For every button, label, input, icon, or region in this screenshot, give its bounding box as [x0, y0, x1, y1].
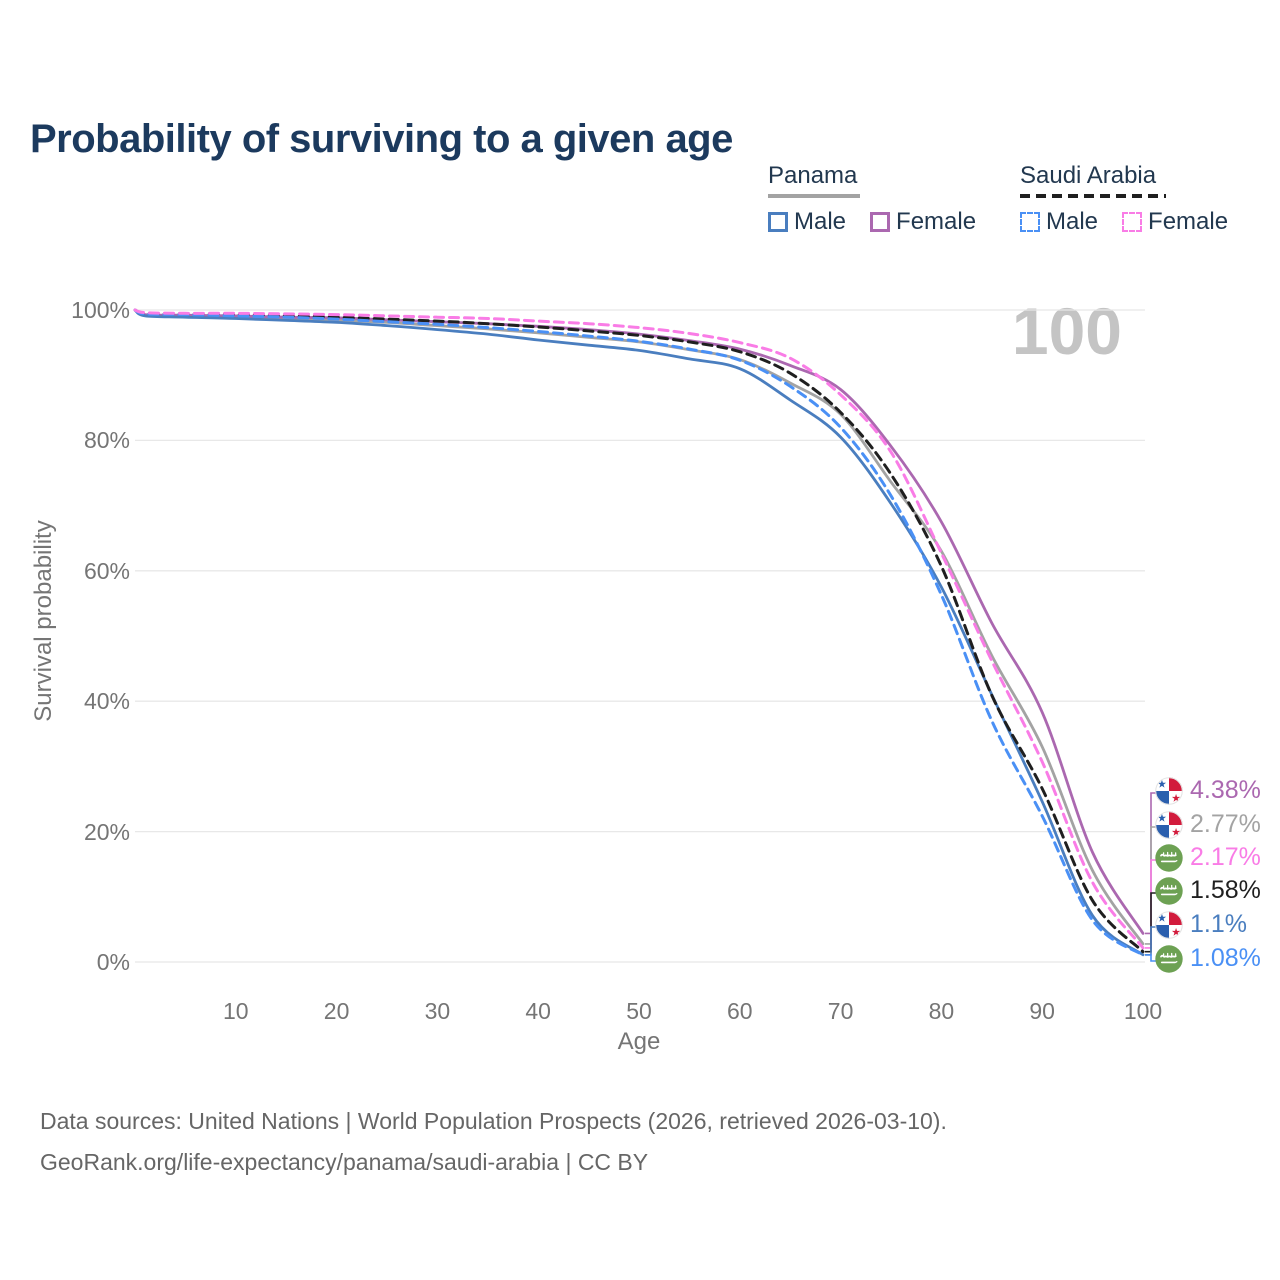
end-label-panama-total: 2.77% [1155, 810, 1261, 839]
legend-group-panama: Panama Male Female [768, 162, 976, 236]
legend-item-label: Male [1046, 208, 1099, 235]
legend-item-saudi-male[interactable]: Male [1020, 208, 1098, 236]
line-saudi-total[interactable] [133, 308, 1145, 954]
legend-header-saudi-arabia: Saudi Arabia [1020, 162, 1157, 189]
leader-saudi-male [1145, 954, 1157, 962]
saudi-arabia-flag-icon [1155, 876, 1183, 905]
panama-male-swatch-icon [768, 212, 788, 232]
legend-item-panama-female[interactable]: Female [870, 208, 976, 236]
footer-attribution-link: GeoRank.org/life-expectancy/panama/saudi… [40, 1149, 649, 1175]
legend-item-saudi-female[interactable]: Female [1122, 208, 1228, 236]
legend-item-label: Male [794, 208, 847, 235]
saudi-arabia-flag-icon [1155, 944, 1183, 973]
footer-data-sources: Data sources: United Nations | World Pop… [40, 1108, 947, 1134]
saudi-arabia-flag-icon [1155, 843, 1183, 872]
panama-flag-icon [1155, 776, 1183, 805]
end-value-saudi-female: 2.17% [1190, 843, 1261, 871]
panama-female-swatch-icon [870, 212, 891, 232]
end-label-saudi-female: 2.17% [1155, 843, 1261, 872]
line-saudi-male[interactable] [133, 308, 1145, 957]
end-label-saudi-total: 1.58% [1155, 876, 1261, 905]
legend-item-label: Female [1148, 208, 1229, 235]
legend-header-panama: Panama [768, 162, 858, 189]
end-value-saudi-total: 1.58% [1190, 876, 1261, 904]
panama-flag-icon [1155, 810, 1183, 839]
line-panama-female[interactable] [133, 308, 1145, 935]
legend-group-saudi-arabia: Saudi Arabia Male Female [1020, 162, 1228, 236]
end-value-saudi-male: 1.08% [1190, 944, 1261, 972]
end-value-panama-total: 2.77% [1190, 810, 1261, 838]
end-label-saudi-male: 1.08% [1155, 944, 1261, 973]
leader-saudi-total [1145, 892, 1157, 953]
end-label-panama-female: 4.38% [1155, 776, 1261, 805]
end-value-panama-female: 4.38% [1190, 776, 1261, 804]
line-saudi-female[interactable] [133, 308, 1145, 950]
end-value-panama-male: 1.1% [1190, 910, 1247, 938]
legend-underline-saudi-dashed [1020, 194, 1166, 198]
saudi-female-swatch-icon [1122, 212, 1143, 232]
page-title: Probability of surviving to a given age [30, 116, 733, 161]
legend-underline-panama-solid [768, 194, 860, 198]
legend-item-label: Female [896, 208, 977, 235]
legend-item-panama-male[interactable]: Male [768, 208, 846, 236]
line-panama-total[interactable] [133, 308, 1145, 946]
end-label-panama-male: 1.1% [1155, 910, 1247, 939]
panama-flag-icon [1155, 910, 1183, 939]
current-age-watermark: 100 [1011, 294, 1122, 368]
saudi-male-swatch-icon [1020, 212, 1040, 232]
line-panama-male[interactable] [133, 308, 1145, 957]
